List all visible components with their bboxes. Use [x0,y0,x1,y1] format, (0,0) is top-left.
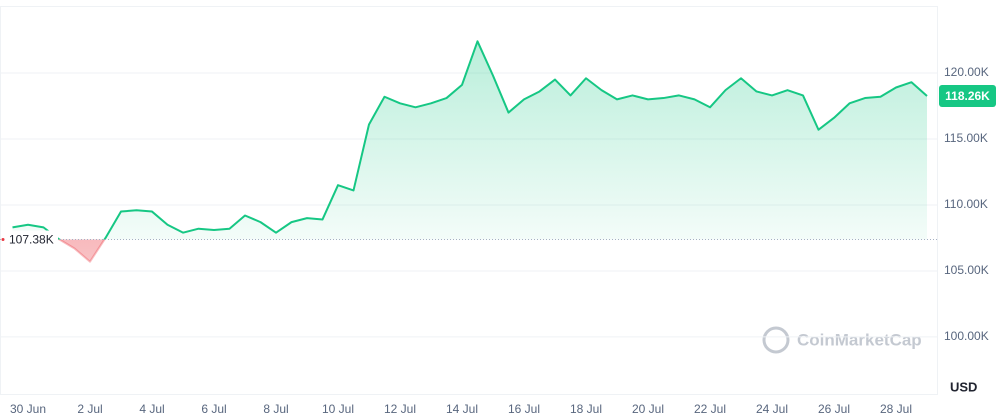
y-tick-label: 105.00K [944,263,989,277]
x-tick-label: 8 Jul [263,402,288,416]
x-tick-label: 24 Jul [756,402,788,416]
baseline-label: 107.38K [9,233,54,247]
watermark-logo [762,326,790,354]
x-tick-label: 6 Jul [201,402,226,416]
currency-label: USD [950,379,977,394]
x-tick-label: 22 Jul [694,402,726,416]
baseline-dot [1,238,5,242]
y-tick-label: 100.00K [944,329,989,343]
x-tick-label: 12 Jul [384,402,416,416]
x-tick-label: 10 Jul [322,402,354,416]
last-price-tag [939,84,996,107]
y-tick-label: 115.00K [944,131,988,145]
x-tick-label: 16 Jul [508,402,540,416]
x-tick-label: 2 Jul [77,402,102,416]
plot-frame [0,6,938,395]
last-price-label: 118.26K [945,89,990,103]
x-tick-label: 14 Jul [446,402,478,416]
price-line [12,40,928,263]
y-tick-label: 110.00K [944,197,988,211]
x-tick-label: 28 Jul [880,402,912,416]
x-tick-label: 18 Jul [570,402,602,416]
x-tick-label: 30 Jun [10,402,46,416]
y-tick-label: 120.00K [944,65,989,79]
x-tick-label: 26 Jul [818,402,850,416]
baseline-label-bg [6,230,58,249]
watermark-text: CoinMarketCap [797,330,922,349]
x-tick-label: 20 Jul [632,402,664,416]
watermark: CoinMarketCap [762,326,922,354]
x-tick-label: 4 Jul [139,402,164,416]
price-area [12,41,927,262]
